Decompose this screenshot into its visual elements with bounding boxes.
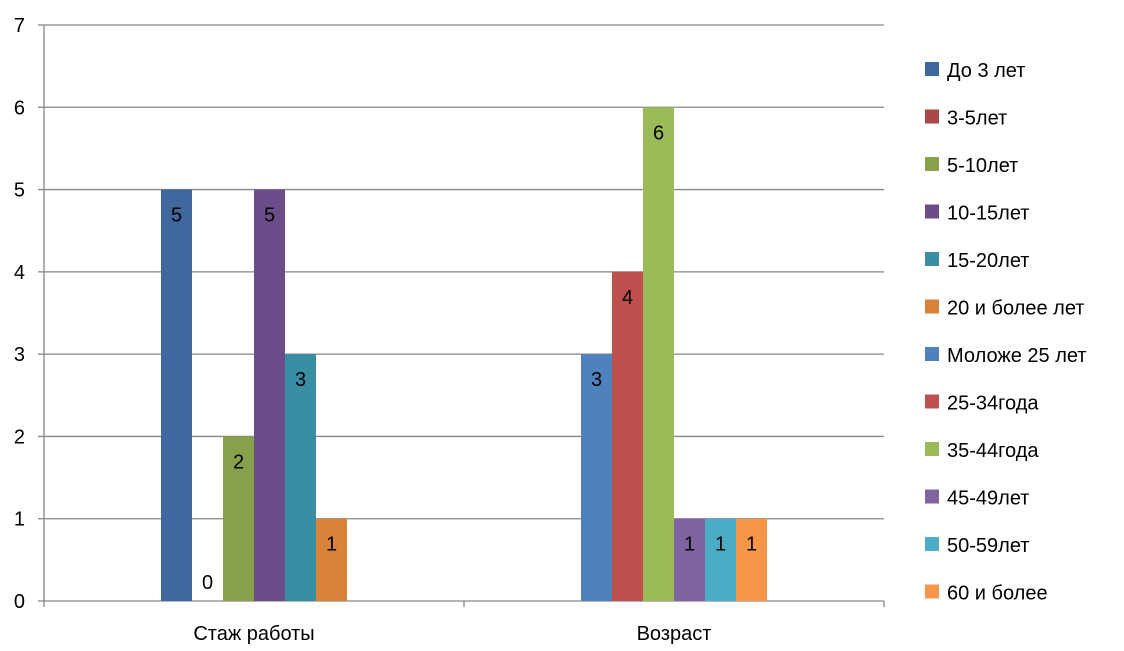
data-label: 1 xyxy=(684,534,695,556)
legend-swatch xyxy=(925,489,939,504)
legend-swatch xyxy=(925,537,939,551)
y-tick-label: 1 xyxy=(14,509,25,531)
legend-swatch xyxy=(925,204,939,219)
y-tick-label: 6 xyxy=(14,97,25,119)
legend-swatch xyxy=(925,109,939,124)
bar xyxy=(612,271,643,601)
data-label: 3 xyxy=(591,369,602,391)
x-category-label: Возраст xyxy=(637,623,712,645)
y-tick-label: 3 xyxy=(14,344,25,366)
legend-swatch xyxy=(925,442,939,456)
y-tick-label: 4 xyxy=(14,262,25,284)
legend-label: 45-49лет xyxy=(947,488,1029,510)
y-tick-label: 2 xyxy=(14,426,25,448)
legend-swatch xyxy=(925,394,939,409)
bar xyxy=(581,354,612,601)
data-label: 2 xyxy=(233,451,244,473)
y-tick-label: 5 xyxy=(14,180,25,202)
y-tick-label: 0 xyxy=(14,591,25,613)
legend-label: До 3 лет xyxy=(947,60,1025,82)
y-tick-label: 7 xyxy=(14,15,25,37)
bar xyxy=(223,436,254,601)
data-label: 3 xyxy=(295,369,306,391)
legend-swatch xyxy=(925,299,939,314)
bar xyxy=(736,518,767,601)
legend-label: 3-5лет xyxy=(947,108,1007,130)
bar xyxy=(705,518,736,601)
data-label: 5 xyxy=(264,205,275,227)
legend-swatch xyxy=(925,584,939,599)
legend-label: 20 и более лет xyxy=(947,298,1084,320)
bar xyxy=(161,189,192,602)
bar xyxy=(643,107,674,602)
bar xyxy=(316,518,347,601)
bar xyxy=(254,189,285,602)
legend-label: 5-10лет xyxy=(947,155,1018,177)
legend-label: 25-34года xyxy=(947,393,1039,415)
legend-label: 35-44года xyxy=(947,440,1039,462)
legend-swatch xyxy=(925,347,939,361)
data-label: 4 xyxy=(622,287,633,309)
data-label: 5 xyxy=(171,205,182,227)
legend-label: 50-59лет xyxy=(947,535,1029,557)
x-category-label: Стаж работы xyxy=(193,623,314,645)
legend-label: 15-20лет xyxy=(947,250,1029,272)
legend-label: Моложе 25 лет xyxy=(947,345,1087,367)
legend-swatch xyxy=(925,62,939,76)
data-label: 1 xyxy=(746,534,757,556)
data-label: 0 xyxy=(202,572,213,594)
data-label: 6 xyxy=(653,122,664,144)
legend-label: 10-15лет xyxy=(947,203,1029,225)
bar xyxy=(674,518,705,601)
data-label: 1 xyxy=(326,534,337,556)
bar xyxy=(285,354,316,601)
legend-swatch xyxy=(925,252,939,266)
legend-label: 60 и более xyxy=(947,583,1048,605)
legend-swatch xyxy=(925,157,939,171)
data-label: 1 xyxy=(715,534,726,556)
